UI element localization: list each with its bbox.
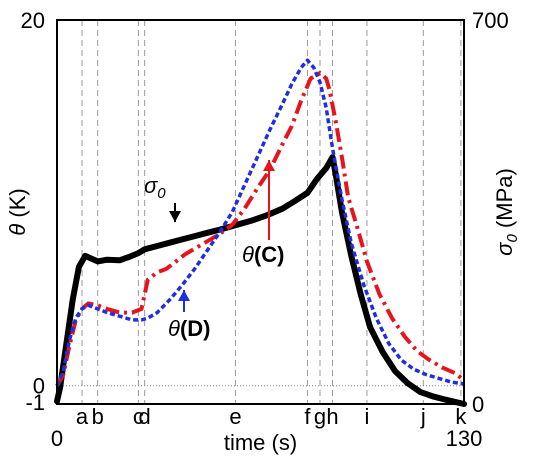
annotation-label-0: σ0 xyxy=(144,173,166,202)
event-label-d: d xyxy=(139,404,151,429)
annotations: σ0 θ(C) θ(D) xyxy=(144,160,284,341)
event-label-b: b xyxy=(92,404,104,429)
y-right-title-sub: 0 xyxy=(504,234,521,243)
event-label-e: e xyxy=(229,404,241,429)
event-label-j: j xyxy=(420,404,426,429)
annotation-arrow-2-head xyxy=(178,290,190,301)
event-label-c: c xyxy=(133,404,144,429)
annotation-label-1: θ(C) xyxy=(242,242,284,267)
x-tick-1: 130 xyxy=(446,426,483,451)
y-right-tick-1: 0 xyxy=(472,392,484,417)
annotation-label-2: θ(D) xyxy=(168,316,210,341)
y-right-axis-title: σ0 (MPa) xyxy=(492,168,521,256)
series-line-2 xyxy=(55,58,465,387)
event-label-g: g xyxy=(314,404,326,429)
y-left-title-symbol: θ xyxy=(5,224,30,236)
y-right-tick-0: 700 xyxy=(472,8,509,33)
series-line-0 xyxy=(54,154,467,407)
y-left-tick-1: 0 xyxy=(33,374,45,399)
event-label-f: f xyxy=(304,404,311,429)
plot-frame xyxy=(56,19,465,405)
series-line-1 xyxy=(55,71,466,387)
annotation-arrow-0-head xyxy=(169,211,181,222)
event-label-a: a xyxy=(76,404,89,429)
annotation-arrow-1-head xyxy=(263,160,275,171)
y-left-tick-2: -1 xyxy=(25,390,45,415)
y-left-title-unit: (K) xyxy=(5,188,30,223)
event-label-i: i xyxy=(365,404,370,429)
axis-titles: time (s)θ (K)σ0 (MPa) xyxy=(5,168,521,455)
y-left-axis-title: θ (K) xyxy=(5,188,30,235)
y-right-title-symbol: σ xyxy=(492,242,517,256)
event-label-h: h xyxy=(326,404,338,429)
event-label-k: k xyxy=(455,404,467,429)
x-tick-0: 0 xyxy=(51,426,63,451)
y-left-tick-0: 20 xyxy=(21,8,45,33)
x-axis-title: time (s) xyxy=(224,430,297,455)
series-lines xyxy=(54,58,467,407)
y-right-title-unit: (MPa) xyxy=(492,168,517,234)
event-gridlines: a b cd e f g h i j k xyxy=(76,20,467,429)
